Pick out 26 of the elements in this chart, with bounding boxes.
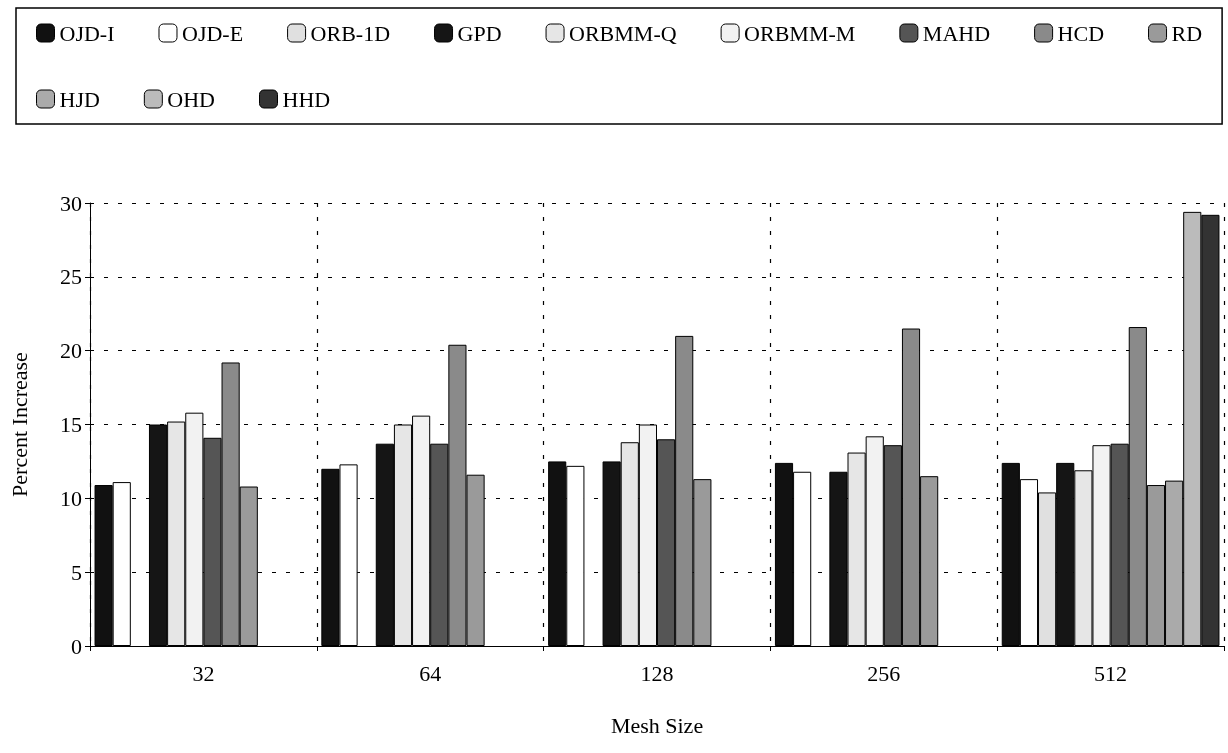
- x-axis-title: Mesh Size: [610, 712, 704, 738]
- x-tick-label: 32: [192, 660, 215, 686]
- legend-label: ORB-1D: [310, 20, 391, 46]
- legend-label: OHD: [167, 86, 216, 112]
- x-tick-label: 128: [640, 660, 674, 686]
- y-tick-label: 0: [71, 633, 82, 659]
- x-tick-label: 64: [419, 660, 442, 686]
- x-tick-label: 256: [867, 660, 901, 686]
- legend-label: HHD: [282, 86, 331, 112]
- y-tick-label: 5: [71, 559, 82, 585]
- y-tick-label: 30: [60, 190, 82, 216]
- legend-label: ORBMM-Q: [569, 20, 677, 46]
- legend-label: HJD: [59, 86, 100, 112]
- x-tick-label: 512: [1094, 660, 1128, 686]
- legend-label: MAHD: [922, 20, 991, 46]
- legend-label: GPD: [457, 20, 502, 46]
- legend-label: ORBMM-M: [744, 20, 856, 46]
- y-axis-title: Percent Increase: [6, 352, 32, 497]
- y-tick-label: 10: [60, 485, 82, 511]
- legend-label: OJD-E: [181, 20, 244, 46]
- y-tick-label: 20: [60, 338, 82, 364]
- legend-label: HCD: [1057, 20, 1105, 46]
- legend-label: RD: [1171, 20, 1203, 46]
- y-tick-label: 25: [60, 264, 82, 290]
- legend-label: OJD-I: [59, 20, 115, 46]
- y-tick-label: 15: [60, 412, 82, 437]
